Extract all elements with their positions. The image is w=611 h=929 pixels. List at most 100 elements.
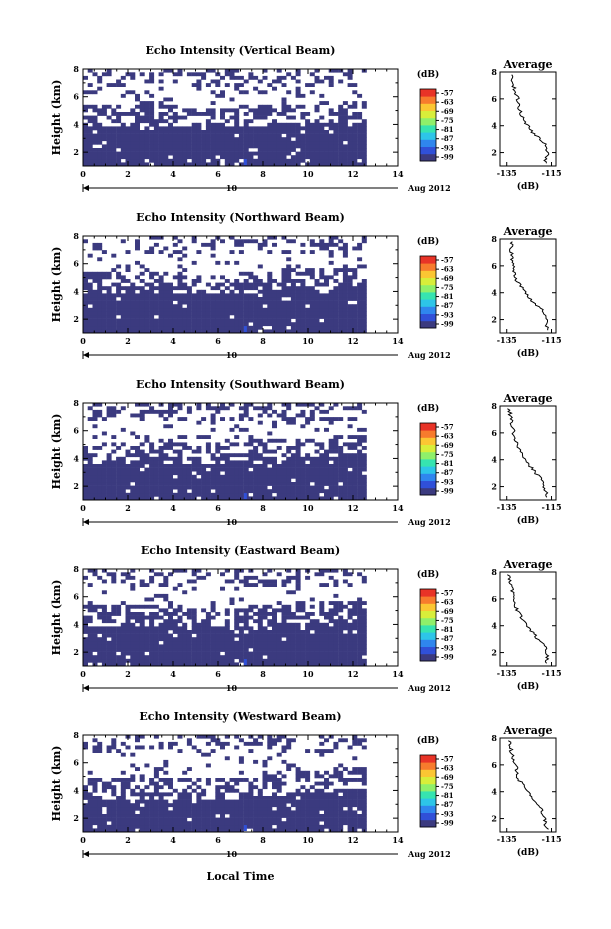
heatmap-cell bbox=[87, 806, 93, 811]
heatmap-cell bbox=[328, 322, 334, 327]
heatmap-cell bbox=[290, 615, 296, 620]
heatmap-cell bbox=[272, 449, 277, 454]
heatmap-cell bbox=[300, 424, 306, 429]
colorbar-tick-label: -87 bbox=[441, 634, 454, 643]
heatmap-cell bbox=[139, 286, 145, 291]
heatmap-cell bbox=[135, 615, 140, 620]
heatmap-cell bbox=[333, 658, 339, 663]
heatmap-cell bbox=[87, 648, 93, 652]
heatmap-cell bbox=[186, 792, 192, 797]
heatmap-cell bbox=[92, 413, 98, 418]
heatmap-cell bbox=[116, 464, 122, 468]
heatmap-cell bbox=[144, 658, 150, 663]
heatmap-cell bbox=[276, 478, 282, 483]
heatmap-cell bbox=[196, 300, 202, 305]
heatmap-cell bbox=[186, 637, 192, 642]
heatmap-cell bbox=[248, 583, 254, 587]
heatmap-cell bbox=[97, 630, 103, 634]
heatmap-cell bbox=[333, 122, 339, 127]
heatmap-cell bbox=[158, 329, 164, 334]
heatmap-cell bbox=[352, 658, 358, 663]
heatmap-cell bbox=[352, 464, 358, 468]
heatmap-cell bbox=[357, 626, 363, 631]
heatmap-cell bbox=[196, 814, 202, 818]
heatmap-cell bbox=[92, 482, 98, 486]
heatmap-cell bbox=[305, 575, 311, 580]
heatmap-cell bbox=[319, 93, 325, 98]
heatmap-cell bbox=[135, 97, 140, 102]
heatmap-cell bbox=[234, 140, 240, 145]
heatmap-cell bbox=[272, 315, 277, 319]
heatmap-cell bbox=[357, 492, 363, 497]
heatmap-cell bbox=[357, 474, 363, 479]
heatmap-cell bbox=[92, 796, 98, 800]
heatmap-cell bbox=[333, 151, 339, 156]
heatmap-cell bbox=[97, 137, 103, 142]
heatmap-cell bbox=[196, 325, 202, 330]
heatmap-cell bbox=[253, 133, 259, 138]
heatmap-cell bbox=[333, 446, 339, 450]
heatmap-cell bbox=[130, 286, 136, 291]
heatmap-cell bbox=[224, 735, 230, 739]
heatmap-cell bbox=[300, 640, 306, 645]
heatmap-cell bbox=[257, 644, 263, 649]
heatmap-cell bbox=[201, 492, 207, 497]
heatmap-cell bbox=[224, 315, 230, 319]
heatmap-cell bbox=[196, 318, 202, 323]
heatmap-cell bbox=[272, 148, 277, 152]
heatmap-cell bbox=[309, 655, 315, 660]
heatmap-cell bbox=[328, 126, 334, 131]
heatmap-cell bbox=[144, 474, 150, 479]
heatmap-cell bbox=[295, 655, 301, 660]
heatmap-cell bbox=[305, 420, 311, 425]
heatmap-cell bbox=[257, 420, 263, 425]
heatmap-cell bbox=[83, 485, 88, 490]
heatmap-cell bbox=[158, 485, 164, 490]
heatmap-cell bbox=[328, 626, 334, 631]
heatmap-cell bbox=[238, 640, 244, 645]
heatmap-cell bbox=[286, 289, 292, 294]
heatmap-cell bbox=[238, 417, 244, 421]
heatmap-cell bbox=[257, 612, 263, 616]
heatmap-cell bbox=[87, 453, 93, 458]
heatmap-cell bbox=[290, 648, 296, 652]
heatmap-cell bbox=[182, 640, 188, 645]
heatmap-cell bbox=[196, 806, 202, 811]
heatmap-cell bbox=[130, 137, 136, 142]
heatmap-cell bbox=[125, 640, 131, 645]
heatmap-cell bbox=[111, 485, 117, 490]
heatmap-cell bbox=[120, 778, 126, 782]
heatmap-cell bbox=[361, 119, 367, 124]
heatmap-cell bbox=[333, 133, 339, 138]
heatmap-cell bbox=[163, 69, 169, 73]
heatmap-cell bbox=[144, 79, 150, 84]
heatmap-cell bbox=[153, 630, 159, 634]
heatmap-cell bbox=[238, 467, 244, 472]
heatmap-cell bbox=[106, 651, 112, 656]
heatmap-cell bbox=[328, 449, 334, 454]
heatmap-cell bbox=[177, 821, 183, 826]
heatmap-cell bbox=[125, 449, 131, 454]
heatmap-cell bbox=[149, 467, 155, 472]
y-tick-label: 8 bbox=[73, 398, 79, 408]
heatmap-cell bbox=[267, 637, 273, 642]
heatmap-cell bbox=[116, 749, 122, 753]
heatmap-cell bbox=[163, 622, 169, 627]
heatmap-cell bbox=[144, 492, 150, 497]
heatmap-cell bbox=[286, 637, 292, 642]
heatmap-cell bbox=[290, 279, 296, 283]
heatmap-cell bbox=[215, 406, 221, 411]
heatmap-cell bbox=[87, 608, 93, 613]
heatmap-cell bbox=[215, 322, 221, 327]
heatmap-cell bbox=[116, 409, 122, 414]
heatmap-cell bbox=[314, 322, 320, 327]
heatmap-cell bbox=[272, 622, 277, 627]
heatmap-cell bbox=[153, 304, 159, 309]
heatmap-cell bbox=[201, 637, 207, 642]
heatmap-cell bbox=[229, 648, 235, 652]
heatmap-cell bbox=[267, 471, 273, 476]
heatmap-cell bbox=[92, 148, 98, 152]
heatmap-cell bbox=[305, 655, 311, 660]
heatmap-cell bbox=[135, 115, 140, 120]
heatmap-cell bbox=[120, 93, 126, 98]
